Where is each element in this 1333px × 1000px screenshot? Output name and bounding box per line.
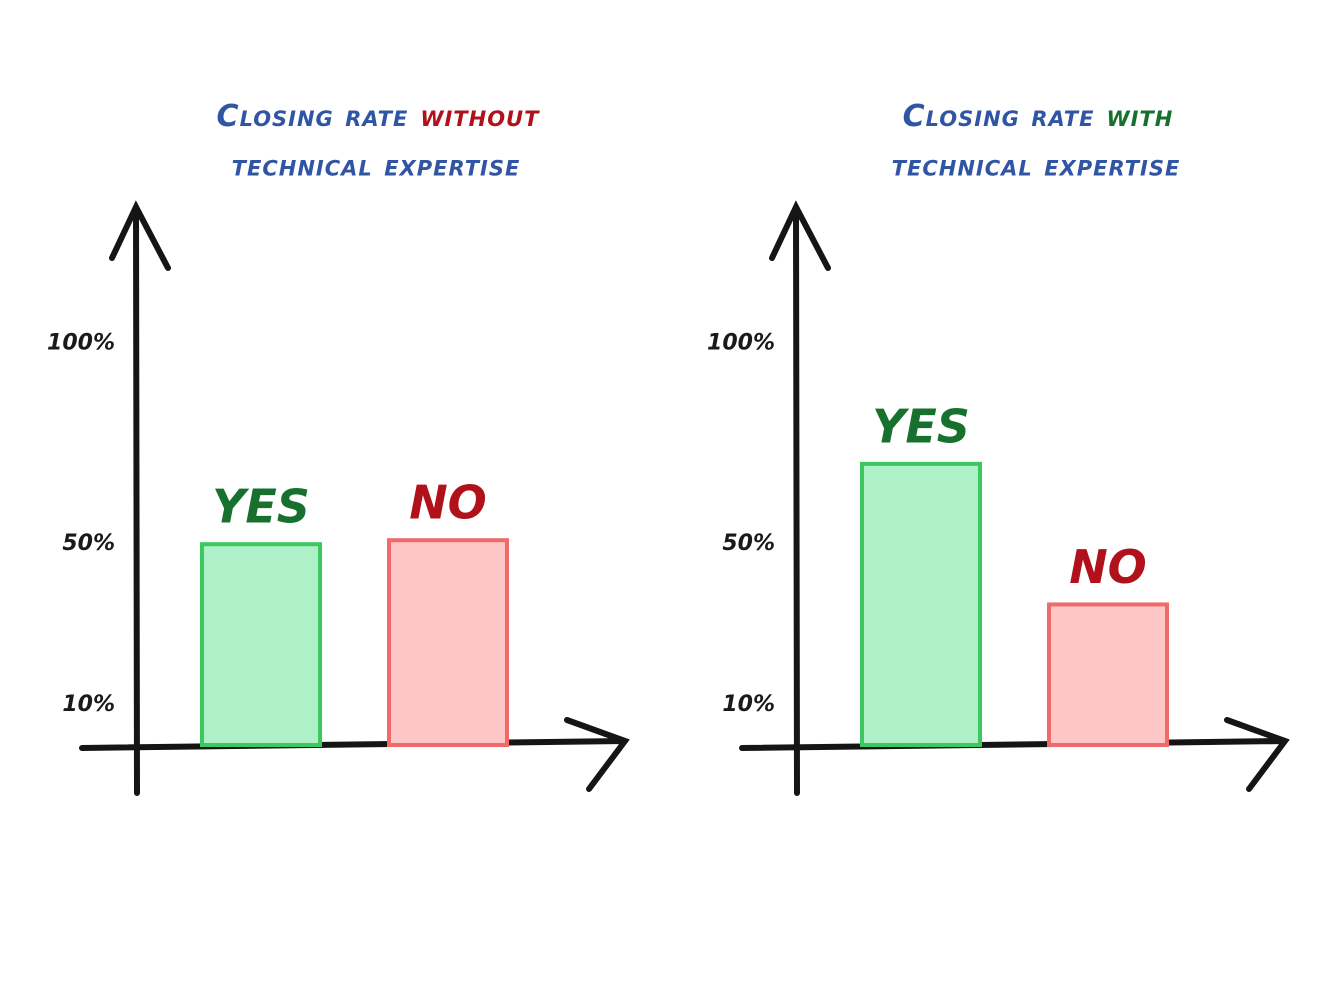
y-tick-label: 50% (62, 531, 115, 556)
chart-title: technical expertise (892, 149, 1181, 184)
bar-label: YES (872, 399, 970, 453)
title-part: Closing rate (903, 99, 1095, 134)
bar-label: NO (409, 476, 487, 530)
chart-title: Closing rate without (217, 99, 541, 134)
y-tick-label: 100% (707, 330, 775, 355)
y-tick-label: 10% (62, 692, 115, 717)
title-part: with (1106, 99, 1173, 134)
title-part: without (420, 99, 540, 134)
bar (1047, 602, 1169, 747)
bar (387, 538, 509, 748)
y-tick-label: 10% (722, 692, 775, 717)
y-axis (769, 200, 831, 796)
title-part: Closing rate (217, 99, 409, 134)
chart: Closing rate with technical expertise 10% 50… (707, 99, 1290, 796)
chart: Closing rate without technical expertise 10… (47, 99, 630, 796)
bar (200, 542, 322, 748)
y-tick-label: 100% (47, 330, 115, 355)
bar-label: YES (212, 480, 310, 534)
bar-label: NO (1069, 540, 1147, 594)
x-axis (79, 717, 630, 792)
bar (860, 461, 982, 747)
chart-title: technical expertise (232, 149, 521, 184)
x-axis (739, 717, 1290, 792)
y-axis (109, 200, 171, 796)
chart-title: Closing rate with (903, 99, 1174, 134)
y-tick-label: 50% (722, 531, 775, 556)
